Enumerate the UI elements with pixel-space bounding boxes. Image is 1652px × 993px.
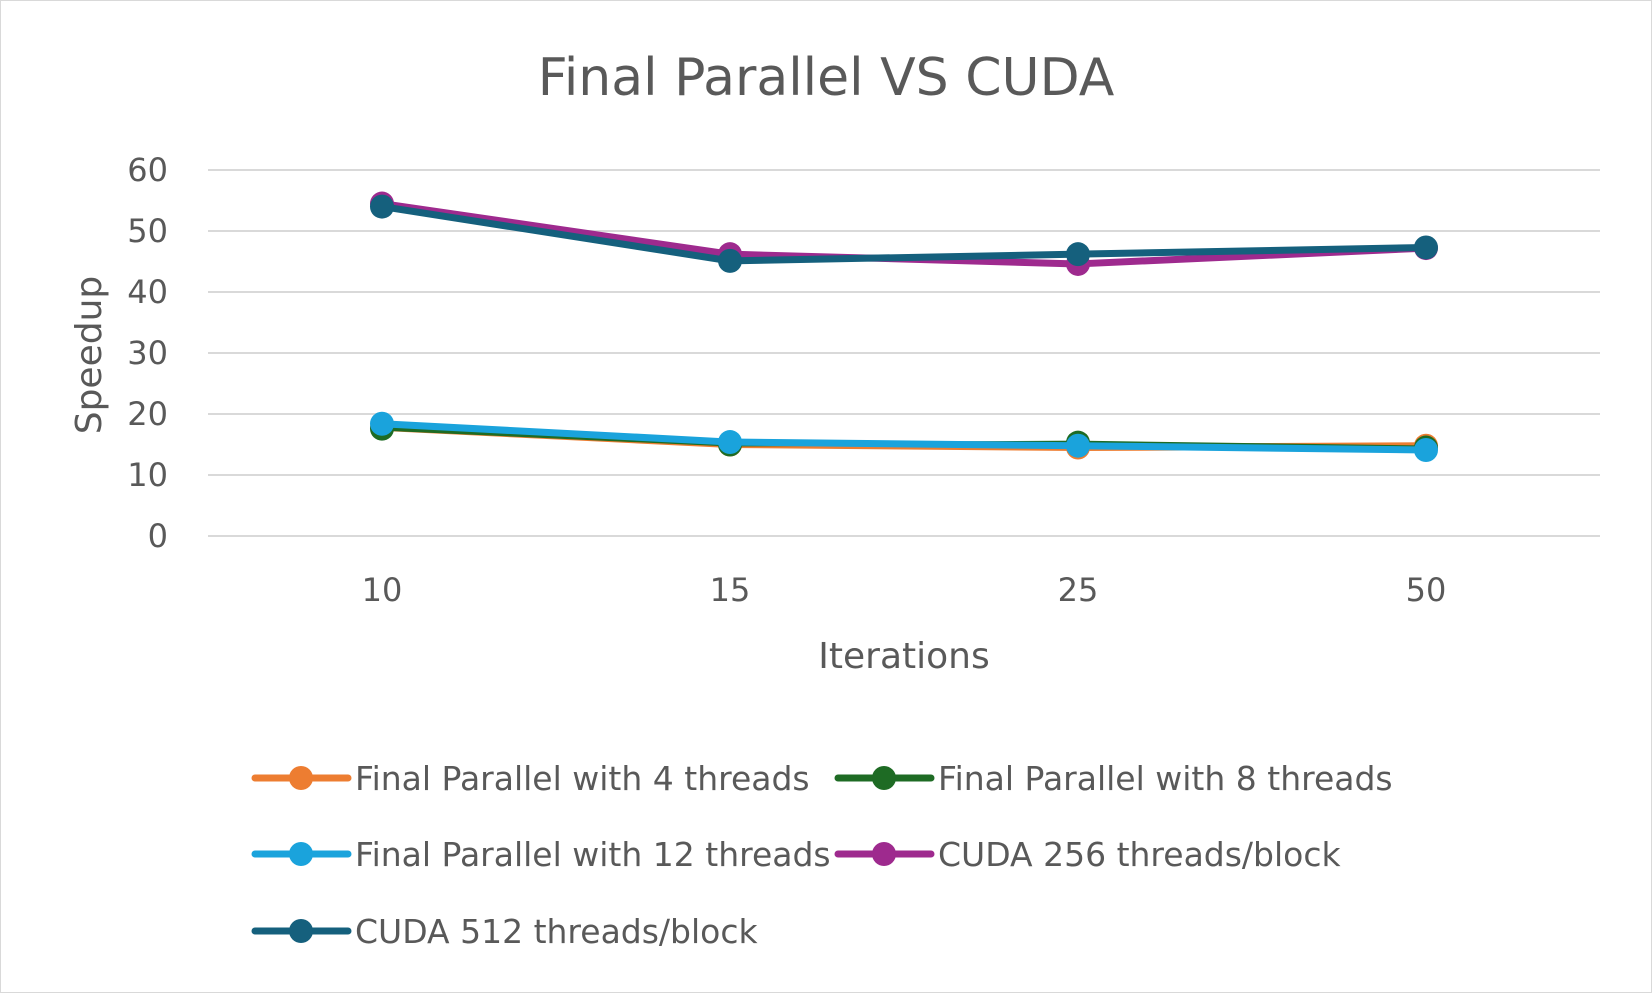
y-tick-label: 0 (148, 517, 168, 555)
series-line (378, 203, 1430, 265)
y-tick-label: 40 (127, 273, 168, 311)
legend-swatch-marker (872, 766, 896, 790)
legend-label: Final Parallel with 12 threads (355, 835, 831, 874)
series-layer (370, 191, 1438, 462)
legend-swatch-marker (872, 842, 896, 866)
series-4 (370, 191, 1438, 276)
legend-item-5[interactable]: CUDA 512 threads/block (251, 912, 758, 951)
x-tick-label: 50 (1406, 571, 1447, 609)
data-point (1066, 242, 1090, 267)
data-point (718, 430, 742, 455)
legend-swatch-marker (289, 766, 313, 790)
legend-item-3[interactable]: Final Parallel with 12 threads (251, 835, 831, 874)
legend-label: CUDA 512 threads/block (355, 912, 758, 951)
legend-item-4[interactable]: CUDA 256 threads/block (834, 835, 1341, 874)
legend: Final Parallel with 4 threads Final Paral… (251, 759, 1393, 951)
series-line (378, 420, 1430, 454)
y-tick-label: 60 (127, 151, 168, 189)
gridlines (208, 169, 1600, 537)
chart-title: Final Parallel VS CUDA (538, 48, 1115, 108)
legend-label: Final Parallel with 8 threads (938, 759, 1393, 798)
data-point (370, 194, 394, 219)
y-axis-ticks: 0 10 20 30 40 50 60 (127, 151, 168, 555)
data-point (370, 411, 394, 436)
data-point (1066, 433, 1090, 458)
legend-swatch-marker (289, 919, 313, 943)
x-axis-ticks: 10 15 25 50 (362, 571, 1447, 609)
series-1 (370, 415, 1438, 460)
y-tick-label: 20 (127, 395, 168, 433)
series-3 (370, 411, 1438, 462)
x-tick-label: 25 (1058, 571, 1099, 609)
x-tick-label: 10 (362, 571, 403, 609)
y-tick-label: 30 (127, 334, 168, 372)
legend-label: CUDA 256 threads/block (938, 835, 1341, 874)
legend-item-1[interactable]: Final Parallel with 4 threads (251, 759, 810, 798)
data-point (1414, 437, 1438, 462)
x-tick-label: 15 (710, 571, 751, 609)
legend-swatch-marker (289, 842, 313, 866)
series-5 (370, 194, 1438, 273)
y-axis-title: Speedup (69, 276, 110, 435)
y-tick-label: 10 (127, 456, 168, 494)
x-axis-title: Iterations (818, 636, 989, 677)
data-point (1414, 235, 1438, 260)
legend-label: Final Parallel with 4 threads (355, 759, 810, 798)
legend-item-2[interactable]: Final Parallel with 8 threads (834, 759, 1393, 798)
data-point (718, 248, 742, 273)
y-tick-label: 50 (127, 212, 168, 250)
